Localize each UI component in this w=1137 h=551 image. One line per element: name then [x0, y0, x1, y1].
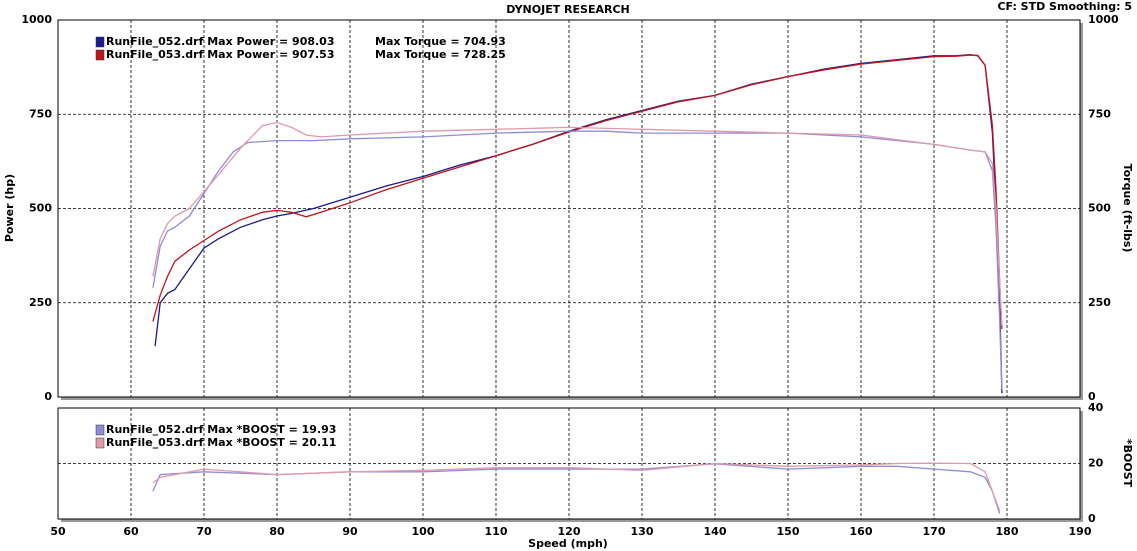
x-tick-label: 170	[923, 525, 946, 538]
x-tick-label: 150	[777, 525, 800, 538]
x-tick-label: 180	[996, 525, 1019, 538]
legend-label: RunFile_052.drf Max *BOOST = 19.93	[106, 423, 336, 436]
y2-axis-label: Torque (ft-lbs)	[1121, 164, 1134, 253]
x-tick-label: 120	[558, 525, 581, 538]
legend-swatch	[95, 36, 105, 48]
x-tick-label: 90	[342, 525, 358, 538]
y-tick-label: 1000	[21, 13, 52, 26]
y2-axis-label: *BOOST	[1121, 439, 1134, 488]
series-line	[152, 54, 1003, 330]
legend-label: Max Torque = 704.93	[375, 35, 506, 48]
chart-subtitle: CF: STD Smoothing: 5	[997, 0, 1132, 13]
x-axis-label: Speed (mph)	[528, 537, 608, 550]
y-tick-label: 750	[29, 107, 52, 120]
x-tick-label: 130	[631, 525, 654, 538]
y-tick-label: 0	[44, 390, 52, 403]
series-line	[152, 462, 1001, 511]
series-line	[152, 121, 1003, 326]
y2-tick-label: 40	[1088, 401, 1104, 414]
x-tick-label: 160	[850, 525, 873, 538]
x-tick-label: 60	[123, 525, 139, 538]
x-tick-label: 70	[196, 525, 212, 538]
y2-tick-label: 0	[1088, 512, 1096, 525]
y2-tick-label: 500	[1088, 202, 1111, 215]
legend-label: RunFile_053.drf Max Power = 907.53	[106, 48, 335, 61]
y2-tick-label: 0	[1088, 390, 1096, 403]
x-tick-label: 50	[50, 525, 66, 538]
x-tick-label: 140	[704, 525, 727, 538]
legend-swatch	[95, 49, 105, 61]
legend-swatch	[95, 424, 105, 436]
legend-label: Max Torque = 728.25	[375, 48, 506, 61]
legend-swatch	[95, 437, 105, 449]
legend-label: RunFile_053.drf Max *BOOST = 20.11	[106, 436, 336, 449]
y-tick-label: 500	[29, 202, 52, 215]
y-axis-label: Power (hp)	[3, 174, 16, 242]
y2-tick-label: 1000	[1088, 13, 1119, 26]
y2-tick-label: 750	[1088, 107, 1111, 120]
x-tick-label: 190	[1069, 525, 1092, 538]
x-tick-label: 110	[485, 525, 508, 538]
y2-tick-label: 250	[1088, 296, 1111, 309]
x-tick-label: 80	[269, 525, 285, 538]
x-tick-label: 100	[412, 525, 435, 538]
y2-tick-label: 20	[1088, 457, 1104, 470]
legend-label: RunFile_052.drf Max Power = 908.03	[106, 35, 335, 48]
chart-title: DYNOJET RESEARCH	[506, 3, 629, 16]
y-tick-label: 250	[29, 296, 52, 309]
